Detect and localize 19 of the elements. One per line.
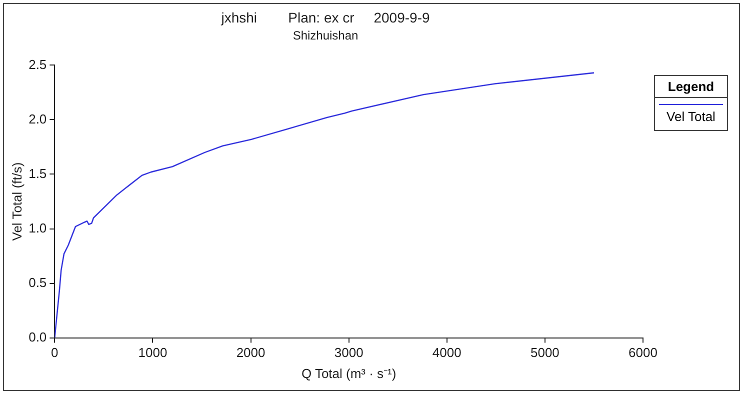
legend-title: Legend bbox=[655, 76, 727, 98]
x-tick-label: 3000 bbox=[334, 345, 364, 360]
x-tick-label: 6000 bbox=[628, 345, 658, 360]
y-tick-label: 1.5 bbox=[28, 166, 47, 181]
x-tick-label: 4000 bbox=[432, 345, 462, 360]
y-tick-label: 0.0 bbox=[28, 329, 47, 344]
y-tick-label: 0.5 bbox=[28, 274, 47, 290]
x-tick-label: 1000 bbox=[138, 345, 168, 360]
x-axis-title: Q Total (m³ · s⁻¹) bbox=[301, 366, 396, 381]
x-tick-label: 2000 bbox=[236, 345, 266, 360]
legend-label: Vel Total bbox=[666, 109, 716, 124]
y-axis-title: Vel Total (ft/s) bbox=[9, 162, 24, 241]
y-tick-label: 1.0 bbox=[28, 220, 47, 236]
y-tick-label: 2.5 bbox=[28, 56, 47, 72]
chart-title: jxhshi Plan: ex cr 2009-9-9 bbox=[220, 9, 430, 26]
x-tick-label: 0 bbox=[51, 345, 58, 360]
x-tick-label: 5000 bbox=[530, 345, 560, 360]
chart-subtitle: Shizhuishan bbox=[292, 28, 358, 42]
y-tick-label: 2.0 bbox=[28, 111, 47, 126]
